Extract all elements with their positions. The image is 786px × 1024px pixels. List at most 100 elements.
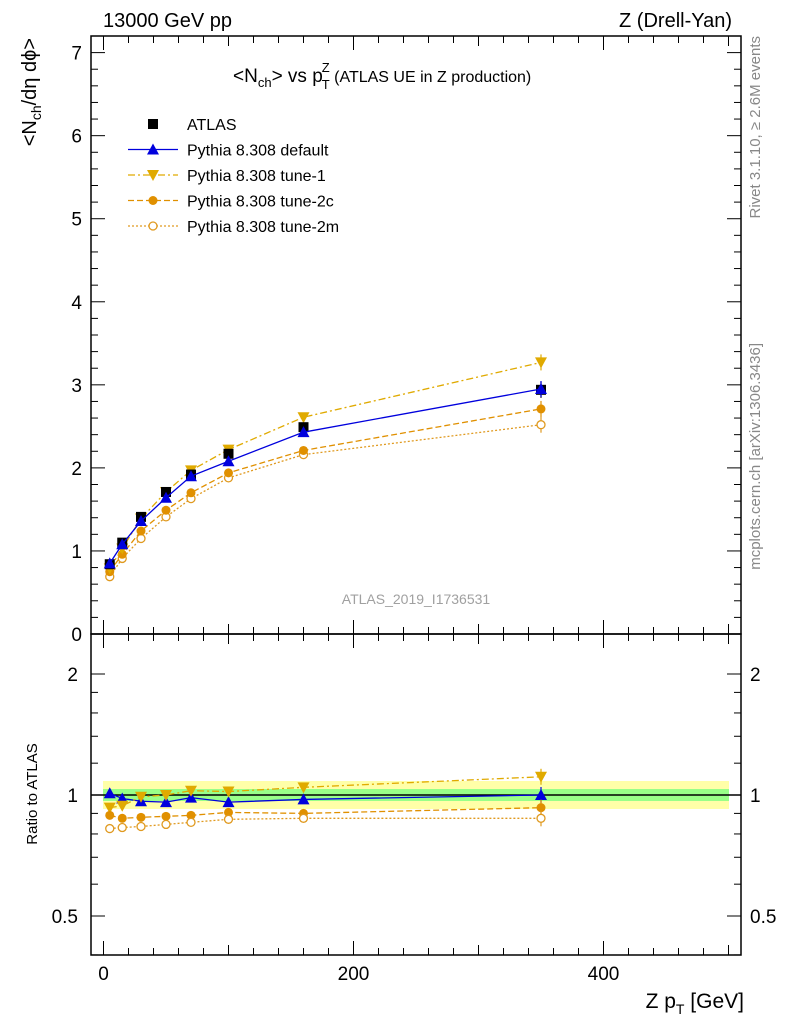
legend-item-atlas: ATLAS	[148, 117, 237, 134]
main-point-default	[222, 455, 235, 467]
main-y-tick-label: 7	[71, 44, 82, 65]
ratio-point-tune1	[116, 800, 129, 812]
main-point-atlas	[223, 448, 234, 459]
ratio-point-tune2c	[105, 810, 115, 820]
main-point-default	[160, 491, 172, 503]
main-point-tune2c	[136, 526, 146, 536]
legend-marker	[148, 119, 158, 129]
ratio-point-tune1	[135, 791, 147, 803]
ratio-series-tune1	[103, 768, 547, 814]
main-series-tune2c	[105, 400, 546, 577]
main-point-default	[103, 557, 116, 569]
ratio-point-default	[222, 796, 235, 808]
main-point-default	[185, 470, 197, 482]
ratio-point-tune2m	[117, 822, 127, 833]
ratio-point-tune2c	[536, 803, 546, 813]
ratio-line-tune2m	[109, 817, 541, 830]
ratio-point-tune2c	[161, 811, 171, 821]
ratio-point-default	[297, 793, 310, 805]
ratio-point-tune1	[297, 782, 310, 794]
main-point-default	[535, 382, 547, 394]
ratio-y-tick-label: 0.5	[52, 907, 78, 928]
main-point-default	[116, 538, 129, 550]
legend-marker	[147, 170, 159, 181]
legend-item-tune2c: Pythia 8.308 tune-2c	[128, 194, 334, 211]
legend-marker	[148, 221, 158, 231]
main-ticks	[91, 36, 741, 635]
ratio-point-default	[185, 791, 197, 803]
legend: ATLAS Pythia 8.308 default Pythia 8.308 tu…	[128, 117, 339, 236]
header-right: Z (Drell-Yan)	[619, 10, 732, 32]
ratio-point-default	[116, 792, 129, 804]
analysis-watermark: ATLAS_2019_I1736531	[342, 591, 491, 607]
main-point-tune2m	[136, 533, 146, 544]
ratio-point-tune1	[185, 785, 197, 797]
main-y-tick-label: 2	[71, 459, 82, 480]
legend-label: ATLAS	[187, 117, 237, 134]
ratio-point-default	[535, 789, 547, 800]
ratio-line-tune2c	[109, 807, 542, 819]
legend-label: Pythia 8.308 default	[187, 143, 329, 160]
rivet-label: Rivet 3.1.10, ≥ 2.6M events	[747, 36, 764, 219]
main-y-tick-label: 6	[71, 127, 82, 148]
main-series-tune2m	[105, 416, 546, 582]
main-line-tune2c	[109, 408, 542, 573]
main-series-atlas	[104, 381, 546, 570]
main-tick-labels: 0 1 2 3 4 5 6 7	[71, 44, 82, 646]
main-y-tick-label: 4	[71, 293, 82, 314]
legend-item-default: Pythia 8.308 default	[128, 143, 329, 160]
x-tick-label: 200	[338, 964, 370, 985]
legend-item-tune1: Pythia 8.308 tune-1	[128, 168, 326, 185]
x-tick-label: 0	[98, 964, 109, 985]
legend-label: Pythia 8.308 tune-1	[187, 168, 326, 185]
ratio-point-tune2m	[136, 821, 146, 832]
main-point-tune2c	[161, 505, 171, 515]
legend-label: Pythia 8.308 tune-2c	[187, 194, 334, 211]
main-point-tune2c	[224, 468, 233, 478]
ratio-point-tune2m	[298, 813, 309, 823]
ratio-series-tune2c	[105, 799, 546, 823]
main-point-tune2c	[299, 445, 308, 455]
ratio-point-tune2m	[186, 817, 196, 827]
ratio-y-tick-label: 1	[67, 786, 78, 807]
ratio-series-layer	[103, 768, 547, 834]
main-y-tick-label: 3	[71, 376, 82, 397]
main-line-tune1	[109, 361, 542, 569]
ratio-y-tick-label-right: 0.5	[750, 907, 776, 928]
main-point-tune2c	[536, 404, 546, 414]
header-left: 13000 GeV pp	[103, 10, 232, 32]
ratio-point-tune1	[222, 786, 235, 798]
main-y-axis-label: <Nch/dη dϕ>	[19, 38, 44, 146]
ratio-point-tune2m	[161, 819, 171, 830]
ratio-point-tune2m	[536, 813, 546, 823]
main-point-default	[135, 515, 147, 527]
main-point-default	[297, 426, 310, 438]
ratio-y-tick-label-right: 2	[750, 665, 761, 686]
main-y-tick-label: 5	[71, 210, 82, 231]
ratio-point-tune2m	[105, 823, 115, 834]
main-point-tune1	[297, 412, 310, 424]
legend-marker	[147, 143, 159, 155]
ratio-point-tune1	[103, 802, 116, 814]
ratio-point-default	[103, 787, 116, 799]
ratio-y-tick-label: 2	[67, 665, 78, 686]
main-line-default	[109, 388, 542, 564]
mcplots-label: mcplots.cern.ch [arXiv:1306.3436]	[747, 343, 764, 570]
ratio-point-tune1	[160, 790, 172, 801]
main-point-tune1	[535, 357, 547, 369]
main-series-tune1	[103, 354, 547, 575]
main-point-tune2m	[536, 420, 546, 430]
main-series-layer	[103, 354, 547, 582]
chart-title: <Nch> vs pZ T (ATLAS UE in Z production)	[233, 60, 531, 92]
ratio-point-tune2c	[186, 810, 196, 820]
ratio-point-tune1	[535, 771, 547, 783]
x-axis-label: Z pT [GeV]	[646, 990, 744, 1017]
ratio-point-tune2c	[224, 807, 233, 817]
ratio-point-default	[160, 796, 172, 808]
ratio-panel: 0 200 400 0.5 0.5 1 1 2 2 Ratio to ATLAS Z pT [G…	[24, 633, 776, 1017]
main-line-tune2m	[109, 424, 542, 578]
ratio-point-tune2c	[136, 812, 146, 822]
main-panel: 0 1 2 3 4 5 6 7 <Nch/dη dϕ> <Nch> vs pZ T (ATLAS…	[19, 35, 742, 646]
main-y-tick-label: 1	[71, 542, 82, 563]
